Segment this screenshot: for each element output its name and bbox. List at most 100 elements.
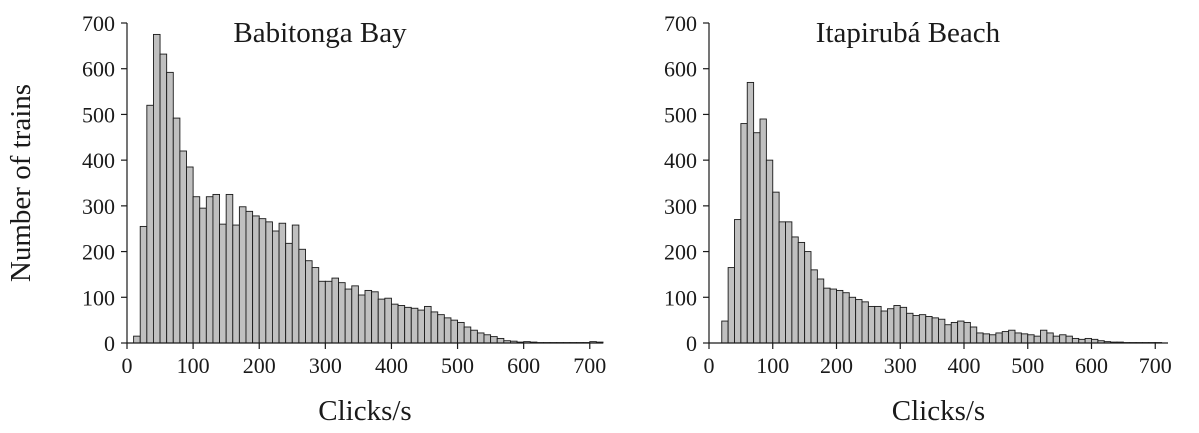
- histogram-bar: [836, 289, 844, 344]
- y-tick-label: 200: [664, 240, 697, 265]
- histogram-bar: [1046, 332, 1054, 344]
- y-tick-label: 0: [104, 331, 115, 356]
- histogram-bar: [377, 298, 386, 344]
- histogram-bar: [331, 277, 340, 344]
- histogram-bar: [912, 315, 920, 344]
- histogram-bar: [424, 305, 432, 344]
- histogram-bars: [721, 81, 1163, 344]
- histogram-bar: [721, 320, 729, 344]
- y-tick-label: 100: [82, 285, 115, 310]
- histogram-bar: [417, 309, 425, 344]
- histogram-bar: [797, 241, 806, 344]
- histogram-bar: [1040, 329, 1048, 344]
- histogram-bar: [278, 222, 287, 344]
- histogram-bar: [476, 332, 485, 344]
- x-tick-label: 600: [507, 353, 540, 378]
- histogram-bar: [925, 316, 933, 344]
- histogram-bar: [443, 317, 452, 344]
- y-tick-label: 400: [82, 148, 115, 173]
- histogram-bar: [1084, 337, 1092, 344]
- histogram-bar: [989, 334, 997, 344]
- y-tick-label: 500: [82, 102, 115, 127]
- histogram-bar: [765, 159, 774, 344]
- histogram-bar: [397, 305, 406, 344]
- histogram-bar: [804, 251, 812, 344]
- histogram-bar: [1014, 332, 1022, 344]
- histogram-bar: [186, 166, 194, 344]
- histogram-bar: [390, 303, 399, 344]
- histogram-bar: [463, 326, 472, 344]
- histogram-bar: [759, 118, 767, 344]
- histogram-bar: [861, 301, 869, 344]
- histogram-bar: [371, 291, 379, 344]
- histogram-bar: [918, 314, 927, 344]
- histogram-bar: [785, 221, 793, 344]
- histogram-bar: [338, 282, 346, 344]
- histogram-bar: [816, 278, 825, 344]
- histogram-bar: [258, 218, 267, 344]
- histogram-bar: [893, 305, 901, 344]
- histogram-bar: [483, 334, 492, 344]
- histogram-bar: [1059, 334, 1067, 344]
- histogram-bar: [271, 230, 280, 344]
- histogram-bar: [364, 289, 373, 344]
- histogram-bar: [205, 196, 214, 344]
- histogram-bar: [357, 294, 366, 344]
- histogram-bar: [146, 104, 154, 344]
- x-tick-label: 0: [704, 353, 715, 378]
- x-tick-label: 300: [309, 353, 342, 378]
- x-tick-label: 300: [884, 353, 917, 378]
- y-tick-label: 600: [82, 57, 115, 82]
- y-tick-label: 200: [82, 240, 115, 265]
- histogram-bar: [899, 306, 908, 344]
- histogram-bar: [746, 81, 755, 344]
- histogram-bar: [404, 306, 412, 344]
- histogram-bar: [931, 317, 939, 344]
- histogram-bar: [324, 280, 333, 344]
- y-tick-label: 600: [664, 57, 697, 82]
- histogram-bar: [212, 193, 221, 344]
- histogram-bar: [880, 310, 888, 344]
- y-tick-label: 400: [664, 148, 697, 173]
- histogram-bar: [1052, 335, 1061, 344]
- histogram-bar: [982, 333, 990, 344]
- y-tick-label: 0: [686, 331, 697, 356]
- x-tick-label: 100: [177, 353, 210, 378]
- y-tick-label: 500: [664, 102, 697, 127]
- histogram-bar: [778, 221, 786, 344]
- chart-title: Itapirubá Beach: [816, 17, 1001, 49]
- histogram-bar: [1071, 337, 1080, 344]
- histogram-bar: [457, 321, 465, 344]
- histogram-bar: [305, 260, 313, 344]
- histogram-bar: [437, 314, 445, 344]
- histogram-bar: [344, 288, 353, 344]
- y-axis-label: Number of trains: [5, 84, 37, 282]
- histogram-bar: [496, 337, 505, 344]
- x-tick-label: 200: [820, 353, 853, 378]
- x-tick-label: 500: [1011, 353, 1044, 378]
- histogram-bar: [199, 207, 207, 344]
- histogram-bar: [874, 305, 882, 344]
- y-tick-label: 300: [664, 194, 697, 219]
- histogram-bar: [384, 297, 392, 344]
- histogram-bar: [734, 219, 742, 344]
- histogram-bar: [740, 123, 748, 344]
- histogram-bar: [139, 225, 148, 344]
- x-tick-label: 100: [756, 353, 789, 378]
- x-tick-label: 600: [1075, 353, 1108, 378]
- histogram-bar: [969, 326, 978, 344]
- histogram-bar: [245, 210, 254, 344]
- histogram-bar: [950, 321, 959, 344]
- y-tick-label: 100: [664, 285, 697, 310]
- histogram-bar: [265, 221, 273, 344]
- histogram-bar: [1033, 335, 1041, 344]
- histogram-bar: [753, 132, 761, 344]
- x-tick-label: 700: [573, 353, 606, 378]
- histogram-bar: [311, 267, 320, 344]
- x-tick-label: 700: [1139, 353, 1172, 378]
- histogram-bar: [219, 223, 227, 344]
- histogram-bar: [298, 248, 306, 344]
- y-tick-label: 300: [82, 194, 115, 219]
- x-tick-label: 400: [375, 353, 408, 378]
